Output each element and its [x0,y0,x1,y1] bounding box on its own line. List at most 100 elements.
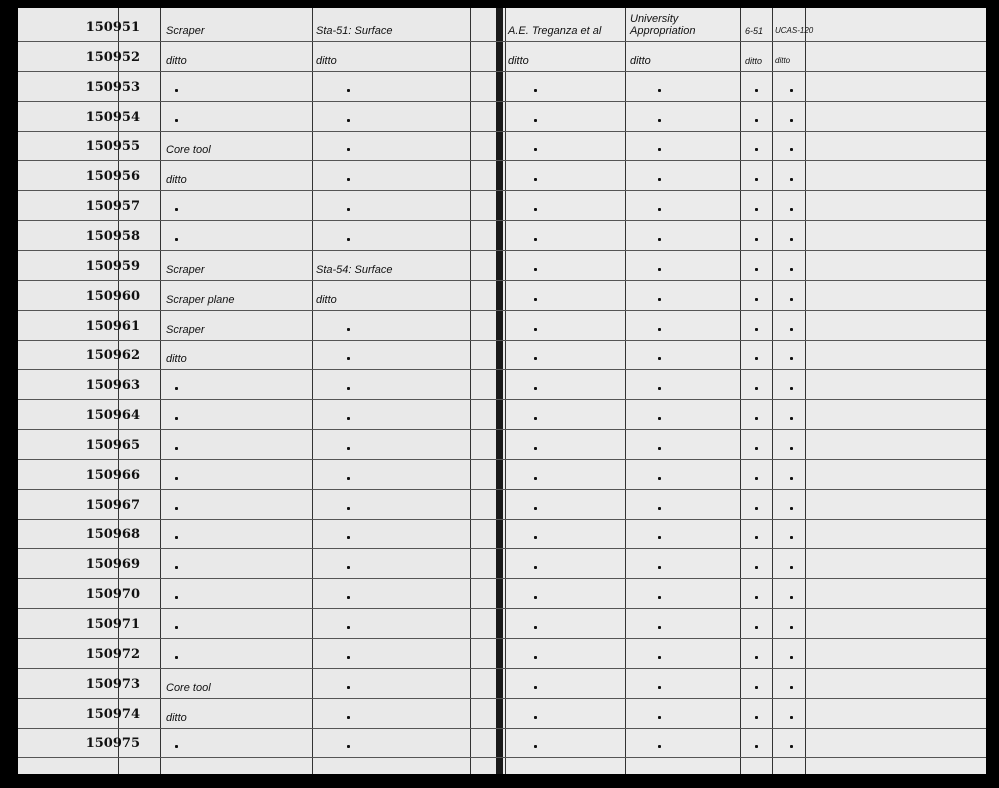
ditto-mark [658,387,661,391]
ledger-row: 150975 [18,728,986,759]
ditto-mark [534,297,537,301]
catalog-number: 150971 [85,617,140,632]
ledger-row: 150952 ditto ditto ditto ditto ditto ditto [18,42,986,72]
ditto-mark [755,417,758,421]
ditto-mark [790,446,793,450]
ditto-mark [755,745,758,749]
ledger-row: 150961 Scraper [18,311,986,341]
ditto-mark [175,655,178,659]
locality-entry: Sta-54: Surface [316,263,393,276]
ditto-mark [790,476,793,480]
ditto-mark [347,88,350,92]
ditto-mark [175,745,178,749]
ditto-mark [658,655,661,659]
catalog-number: 150951 [85,20,140,35]
collector-entry: ditto [508,54,529,67]
ditto-mark [755,88,758,92]
ditto-mark [347,327,350,331]
ditto-mark [347,685,350,689]
ditto-mark [790,237,793,241]
ditto-mark [347,506,350,510]
ditto-mark [347,417,350,421]
ditto-mark [347,148,350,152]
catalog-number: 150967 [85,497,140,513]
ditto-mark [658,715,661,719]
ditto-mark [755,685,758,689]
ditto-mark [658,118,661,122]
ditto-mark [790,267,793,271]
ledger-row: 150969 [18,549,986,580]
ditto-mark [658,267,661,271]
ledger-row: 150974 ditto [18,699,986,729]
ditto-mark [175,596,178,600]
right-ledger-page [502,8,986,774]
ledger-row: 150966 [18,460,986,490]
ditto-mark [347,237,350,241]
ditto-mark [175,536,178,540]
ditto-mark [175,446,178,450]
ditto-mark [658,148,661,152]
description-entry: Scraper [166,25,205,37]
ditto-mark [347,446,350,450]
ditto-mark [347,715,350,719]
description-entry: Core tool [166,144,211,157]
ditto-mark [790,327,793,331]
catalog-number: 150965 [85,437,140,453]
ditto-mark [175,506,178,510]
ditto-mark [755,446,758,450]
ditto-mark [175,417,178,421]
left-ledger-page [18,8,498,774]
ditto-mark [534,715,537,719]
catalog-number: 150962 [85,348,140,364]
ditto-mark [347,476,350,480]
ditto-mark [755,655,758,659]
ledger-row: 150964 [18,400,986,431]
ditto-mark [175,626,178,629]
ditto-mark [534,178,537,182]
ditto-mark [534,267,537,271]
ditto-mark [347,745,350,749]
description-entry: Scraper [166,323,205,336]
ditto-mark [790,566,793,570]
ditto-mark [534,476,537,480]
ditto-mark [790,88,793,92]
ditto-mark [755,536,758,540]
ditto-mark [790,357,793,361]
column-rule [772,8,773,774]
catalog-number: 150966 [85,467,140,483]
ditto-mark [175,566,178,570]
ditto-mark [790,536,793,540]
ditto-mark [658,685,661,689]
ditto-mark [175,118,178,122]
ditto-mark [658,476,661,480]
ditto-mark [534,655,537,659]
ditto-mark [790,297,793,301]
ditto-mark [534,536,537,540]
description-entry: Scraper [166,263,205,276]
column-rule [118,8,119,774]
column-rule [312,8,313,774]
ditto-mark [347,178,350,182]
ditto-mark [347,626,350,629]
description-entry: ditto [166,174,187,187]
ditto-mark [790,148,793,152]
ditto-mark [658,745,661,749]
ditto-mark [347,357,350,361]
catalog-number: 150957 [85,199,140,215]
catalog-number: 150963 [85,378,140,394]
ditto-mark [755,208,758,212]
catalog-number: 150968 [85,527,140,543]
ditto-mark [658,506,661,510]
ledger-row: 150955 Core tool [18,131,986,162]
description-entry: ditto [166,54,187,67]
ledger-row: 150973 Core tool [18,669,986,699]
ledger-row: 150956 ditto [18,161,986,192]
ditto-mark [534,237,537,241]
catalog-number: 150975 [85,736,140,752]
catalog-number: 150964 [85,408,140,424]
ditto-mark [790,745,793,749]
ditto-mark [347,536,350,540]
ditto-mark [755,237,758,241]
ditto-mark [790,715,793,719]
ditto-mark [790,655,793,659]
